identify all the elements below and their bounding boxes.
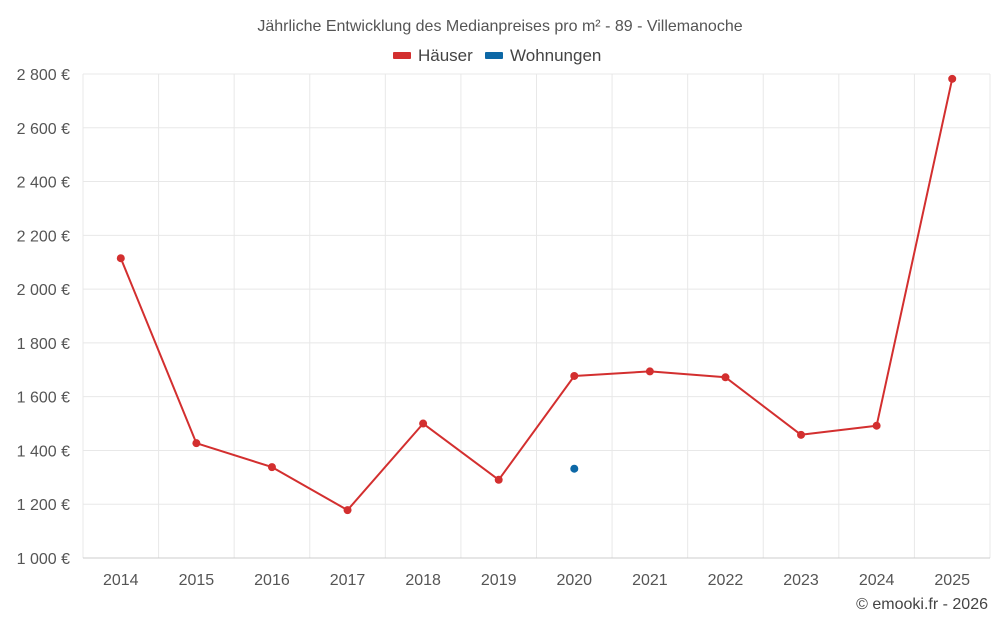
x-tick-label: 2022 [708, 572, 744, 589]
legend-swatch-haeuser [393, 52, 411, 59]
x-tick-label: 2023 [783, 572, 819, 589]
y-tick-label: 1 200 € [17, 497, 70, 514]
x-tick-label: 2016 [254, 572, 290, 589]
y-tick-label: 2 800 € [17, 67, 70, 84]
data-point[interactable] [192, 439, 201, 448]
data-point[interactable] [797, 430, 806, 439]
y-tick-label: 2 000 € [17, 282, 70, 299]
x-tick-label: 2025 [934, 572, 970, 589]
y-tick-label: 1 400 € [17, 443, 70, 460]
x-tick-label: 2018 [405, 572, 441, 589]
data-point[interactable] [419, 419, 428, 428]
y-tick-label: 2 200 € [17, 228, 70, 245]
data-point[interactable] [494, 475, 503, 484]
data-point[interactable] [872, 421, 881, 430]
grid [82, 73, 991, 558]
chart-title: Jährliche Entwicklung des Medianpreises … [257, 18, 742, 35]
legend-label-haeuser: Häuser [418, 46, 473, 65]
legend-label-wohnungen: Wohnungen [510, 46, 601, 65]
y-tick-label: 2 600 € [17, 121, 70, 138]
legend: Häuser Wohnungen [393, 46, 601, 65]
series-1 [570, 464, 579, 473]
x-tick-label: 2015 [179, 572, 215, 589]
axes: 1 000 € 1 200 € 1 400 € 1 600 € 1 800 € 2 000… [17, 67, 990, 589]
data-point[interactable] [645, 367, 654, 376]
y-tick-label: 1 800 € [17, 336, 70, 353]
credit-text: © emooki.fr - 2026 [856, 596, 988, 613]
data-point[interactable] [343, 506, 352, 515]
data-point[interactable] [267, 463, 276, 472]
y-tick-label: 1 000 € [17, 551, 70, 568]
legend-swatch-wohnungen [485, 52, 503, 59]
x-tick-label: 2024 [859, 572, 895, 589]
series [116, 74, 957, 515]
y-tick-label: 1 600 € [17, 390, 70, 407]
data-point[interactable] [570, 371, 579, 380]
data-point[interactable] [721, 373, 730, 382]
data-point[interactable] [570, 464, 579, 473]
data-point[interactable] [948, 74, 957, 83]
x-tick-label: 2014 [103, 572, 139, 589]
legend-item-wohnungen[interactable]: Wohnungen [485, 46, 601, 65]
x-tick-label: 2019 [481, 572, 517, 589]
x-tick-label: 2017 [330, 572, 366, 589]
x-tick-label: 2021 [632, 572, 668, 589]
y-tick-label: 2 400 € [17, 175, 70, 192]
series-line [119, 78, 954, 512]
x-tick-label: 2020 [556, 572, 592, 589]
data-point[interactable] [116, 254, 125, 263]
legend-item-haeuser[interactable]: Häuser [393, 46, 473, 65]
series-0 [116, 74, 957, 515]
